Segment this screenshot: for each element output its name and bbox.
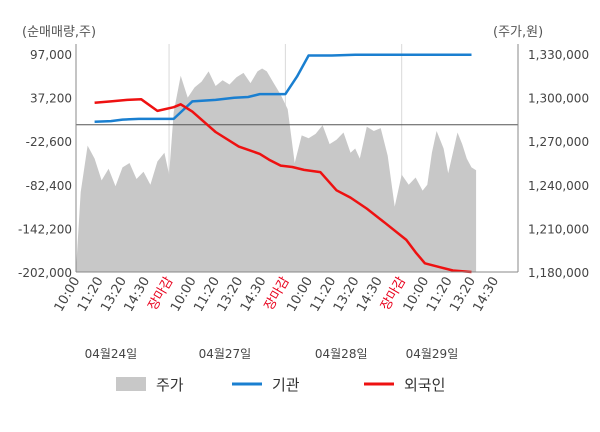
left-tick-label: -142,200 — [18, 222, 72, 236]
right-tick-label: 1,240,000 — [528, 179, 589, 193]
right-axis-title: (주가,원) — [493, 25, 543, 40]
legend: 주가 기관 외국인 — [116, 376, 445, 394]
day-label: 04월28일 — [315, 347, 368, 361]
series-line-layer — [76, 53, 518, 274]
right-tick-label: 1,210,000 — [528, 222, 589, 236]
right-tick-layer: 1,330,000 1,300,000 1,270,000 1,240,000 1,21… — [528, 48, 589, 280]
price-area — [76, 68, 477, 272]
left-tick-label: 97,000 — [30, 48, 72, 62]
right-tick-label: 1,180,000 — [528, 266, 589, 280]
legend-swatch-price — [116, 377, 146, 391]
left-tick-label: 37,200 — [30, 92, 72, 106]
day-label: 04월27일 — [199, 347, 252, 361]
foreign-line — [94, 97, 472, 274]
left-tick-layer: 97,000 37,200 -22,600 -82,400 -142,200 -202,0… — [18, 48, 72, 280]
day-label: 04월24일 — [85, 347, 138, 361]
plot-frame-layer — [75, 44, 519, 273]
right-tick-label: 1,300,000 — [528, 92, 589, 106]
left-axis-title: (순매매량,주) — [22, 25, 96, 40]
left-tick-label: -202,000 — [18, 266, 72, 280]
x-tick-layer: 10:0011:2013:2014:30장마감10:0011:2013:2014… — [52, 274, 502, 314]
institution-line — [94, 53, 472, 124]
right-tick-label: 1,330,000 — [528, 48, 589, 62]
day-label: 04월29일 — [406, 347, 459, 361]
legend-label: 외국인 — [404, 376, 445, 394]
left-tick-label: -82,400 — [26, 179, 72, 193]
right-tick-label: 1,270,000 — [528, 135, 589, 149]
price-area-layer — [76, 68, 477, 272]
legend-label: 기관 — [272, 376, 300, 394]
day-label-layer: 04월24일 04월27일 04월28일 04월29일 — [85, 347, 459, 361]
left-tick-label: -22,600 — [26, 135, 72, 149]
legend-label: 주가 — [156, 376, 184, 394]
